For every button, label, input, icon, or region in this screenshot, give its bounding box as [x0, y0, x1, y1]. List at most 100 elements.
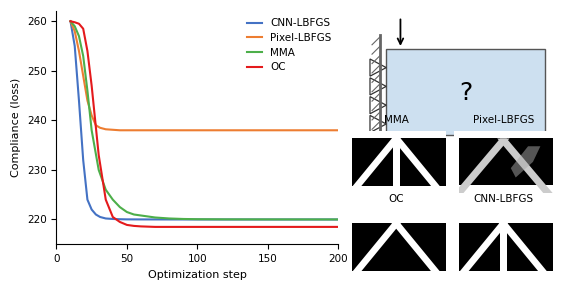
Bar: [454, 131, 459, 193]
MMA: [194, 218, 201, 221]
Polygon shape: [497, 138, 553, 193]
Line: OC: OC: [70, 21, 338, 227]
MMA: [67, 20, 74, 23]
MMA: [76, 34, 82, 38]
Text: CNN-LBFGS: CNN-LBFGS: [473, 195, 534, 204]
X-axis label: Optimization step: Optimization step: [148, 270, 247, 279]
OC: [335, 225, 342, 229]
CNN-LBFGS: [80, 158, 87, 162]
OC: [67, 20, 74, 23]
OC: [88, 84, 95, 87]
OC: [95, 153, 102, 157]
Bar: [454, 216, 459, 278]
MMA: [222, 218, 229, 221]
Pixel-LBFGS: [88, 114, 95, 117]
Line: CNN-LBFGS: CNN-LBFGS: [70, 21, 338, 220]
Bar: [454, 272, 553, 278]
Polygon shape: [347, 223, 401, 278]
FancyBboxPatch shape: [386, 49, 545, 135]
Pixel-LBFGS: [265, 129, 271, 132]
CNN-LBFGS: [265, 218, 271, 221]
Y-axis label: Compliance (loss): Compliance (loss): [11, 78, 21, 178]
Bar: [347, 131, 446, 137]
MMA: [109, 198, 116, 201]
Pixel-LBFGS: [116, 129, 123, 132]
CNN-LBFGS: [166, 218, 173, 221]
CNN-LBFGS: [71, 44, 78, 48]
CNN-LBFGS: [194, 218, 201, 221]
OC: [166, 225, 173, 229]
Line: MMA: MMA: [70, 21, 338, 220]
Pixel-LBFGS: [166, 129, 173, 132]
Pixel-LBFGS: [71, 30, 78, 33]
Line: Pixel-LBFGS: Pixel-LBFGS: [70, 21, 338, 130]
OC: [124, 223, 130, 227]
OC: [116, 220, 123, 224]
MMA: [116, 205, 123, 209]
CNN-LBFGS: [124, 218, 130, 221]
Pixel-LBFGS: [109, 128, 116, 131]
Pixel-LBFGS: [84, 99, 91, 102]
Polygon shape: [454, 223, 508, 278]
Pixel-LBFGS: [76, 49, 82, 53]
MMA: [88, 129, 95, 132]
Bar: [347, 272, 446, 278]
OC: [76, 22, 82, 26]
CNN-LBFGS: [103, 217, 109, 220]
OC: [103, 198, 109, 201]
Polygon shape: [511, 146, 540, 178]
Pixel-LBFGS: [92, 124, 99, 127]
MMA: [335, 218, 342, 221]
Text: Pixel-LBFGS: Pixel-LBFGS: [473, 115, 534, 125]
Pixel-LBFGS: [335, 129, 342, 132]
MMA: [265, 218, 271, 221]
OC: [265, 225, 271, 229]
Polygon shape: [391, 223, 446, 278]
MMA: [103, 188, 109, 191]
Pixel-LBFGS: [80, 74, 87, 78]
OC: [80, 27, 87, 30]
MMA: [130, 213, 137, 216]
Bar: [347, 131, 352, 193]
CNN-LBFGS: [84, 198, 91, 201]
CNN-LBFGS: [92, 213, 99, 216]
OC: [109, 215, 116, 219]
Polygon shape: [391, 137, 446, 193]
CNN-LBFGS: [335, 218, 342, 221]
Polygon shape: [454, 138, 509, 193]
Bar: [454, 185, 553, 193]
MMA: [152, 216, 158, 219]
CNN-LBFGS: [116, 218, 123, 221]
MMA: [84, 89, 91, 92]
Bar: [347, 216, 352, 278]
CNN-LBFGS: [88, 208, 95, 211]
CNN-LBFGS: [138, 218, 144, 221]
Pixel-LBFGS: [194, 129, 201, 132]
OC: [130, 224, 137, 227]
Legend: CNN-LBFGS, Pixel-LBFGS, MMA, OC: CNN-LBFGS, Pixel-LBFGS, MMA, OC: [243, 14, 336, 77]
CNN-LBFGS: [67, 20, 74, 23]
Polygon shape: [499, 223, 553, 278]
Bar: [454, 216, 553, 223]
Pixel-LBFGS: [138, 129, 144, 132]
Text: OC: OC: [389, 195, 404, 204]
OC: [138, 225, 144, 228]
MMA: [124, 210, 130, 214]
Pixel-LBFGS: [97, 126, 104, 130]
OC: [180, 225, 187, 229]
OC: [71, 20, 78, 24]
Pixel-LBFGS: [67, 20, 74, 23]
MMA: [80, 54, 87, 58]
Bar: [347, 186, 446, 193]
MMA: [180, 217, 187, 221]
OC: [152, 225, 158, 229]
MMA: [71, 24, 78, 28]
MMA: [95, 168, 102, 172]
Text: MMA: MMA: [384, 115, 409, 125]
MMA: [138, 214, 144, 217]
CNN-LBFGS: [109, 217, 116, 221]
Bar: [500, 216, 507, 278]
Text: ?: ?: [459, 81, 472, 105]
MMA: [166, 217, 173, 220]
OC: [194, 225, 201, 229]
